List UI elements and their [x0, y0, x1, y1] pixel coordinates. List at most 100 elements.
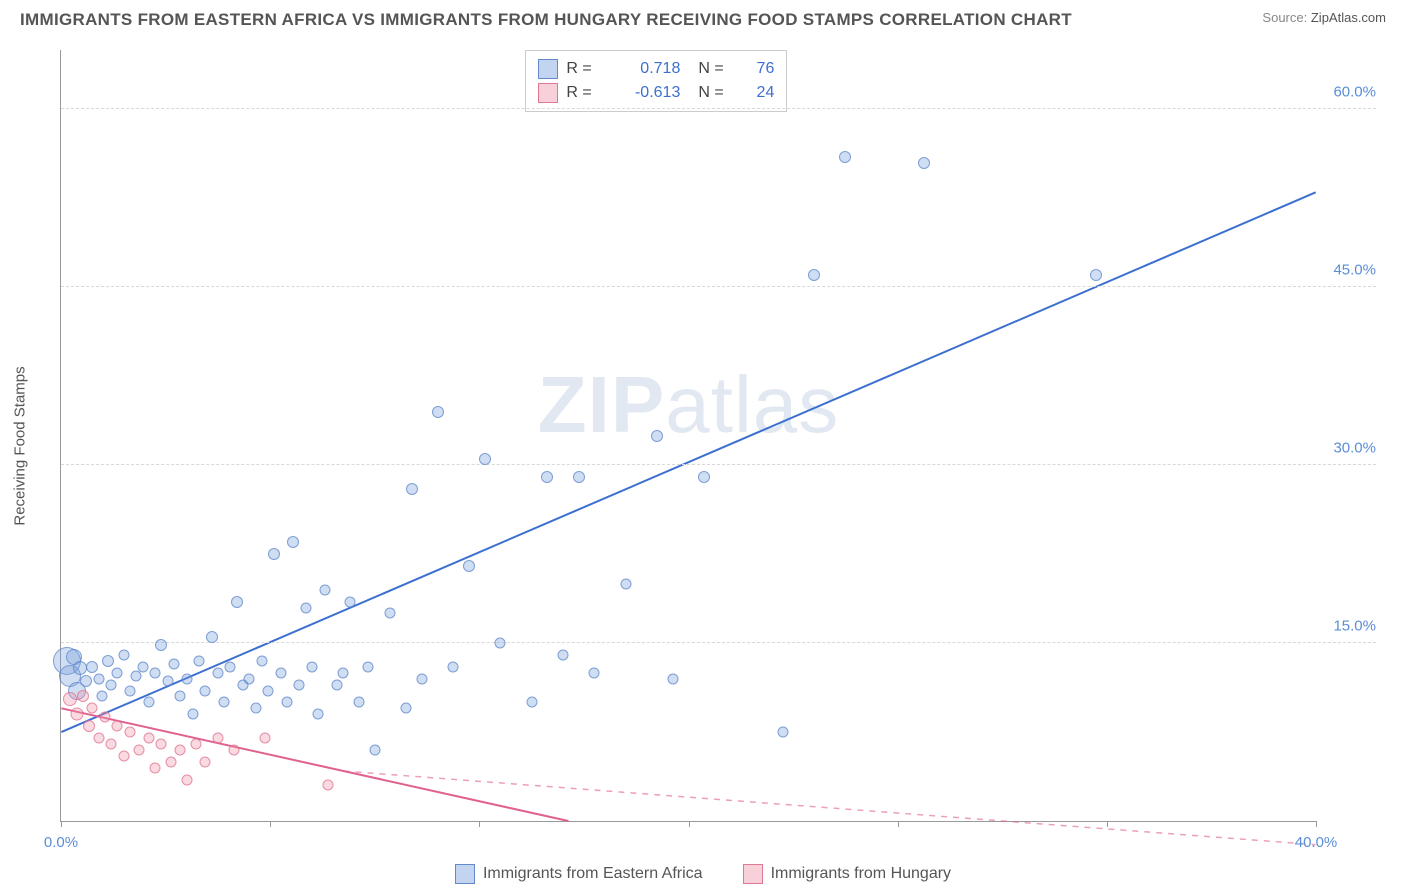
data-point	[573, 471, 585, 483]
data-point	[187, 709, 198, 720]
data-point	[256, 655, 267, 666]
data-point	[134, 744, 145, 755]
data-point	[190, 738, 201, 749]
data-point	[225, 661, 236, 672]
data-point	[698, 471, 710, 483]
data-point	[448, 661, 459, 672]
data-point	[300, 602, 311, 613]
n-value: 24	[742, 84, 774, 102]
data-point	[244, 673, 255, 684]
r-value: 0.718	[610, 60, 680, 78]
data-point	[118, 750, 129, 761]
data-point	[200, 756, 211, 767]
data-point	[106, 738, 117, 749]
series-legend: Immigrants from Eastern Africa Immigrant…	[0, 864, 1406, 884]
gridline	[61, 642, 1376, 643]
data-point	[125, 727, 136, 738]
legend-item-hungary: Immigrants from Hungary	[743, 864, 952, 884]
data-point	[83, 720, 95, 732]
data-point	[181, 673, 192, 684]
legend-label: Immigrants from Hungary	[771, 865, 952, 883]
y-axis-label: Receiving Food Stamps	[12, 366, 29, 525]
source-link[interactable]: ZipAtlas.com	[1311, 10, 1386, 25]
data-point	[1090, 269, 1102, 281]
xtick	[61, 821, 62, 827]
data-point	[526, 697, 537, 708]
data-point	[150, 762, 161, 773]
xtick-label: 0.0%	[44, 834, 78, 851]
data-point	[268, 548, 280, 560]
data-point	[275, 667, 286, 678]
data-point	[294, 679, 305, 690]
data-point	[212, 732, 223, 743]
data-point	[143, 732, 154, 743]
legend-label: Immigrants from Eastern Africa	[483, 865, 703, 883]
data-point	[263, 685, 274, 696]
data-point	[70, 708, 83, 721]
data-point	[385, 608, 396, 619]
data-point	[80, 675, 92, 687]
swatch-icon	[538, 83, 558, 103]
data-point	[495, 638, 506, 649]
data-point	[175, 691, 186, 702]
correlation-legend: R = 0.718 N = 76 R = -0.613 N = 24	[525, 50, 787, 112]
data-point	[307, 661, 318, 672]
data-point	[165, 756, 176, 767]
ytick-label: 60.0%	[1333, 84, 1376, 101]
data-point	[259, 732, 270, 743]
data-point	[194, 655, 205, 666]
data-point	[137, 661, 148, 672]
data-point	[432, 406, 444, 418]
data-point	[112, 721, 123, 732]
xtick	[1107, 821, 1108, 827]
data-point	[99, 711, 110, 722]
scatter-plot: ZIPatlas R = 0.718 N = 76 R = -0.613 N =…	[60, 50, 1316, 822]
data-point	[231, 596, 243, 608]
data-point	[250, 703, 261, 714]
data-point	[102, 655, 114, 667]
data-point	[808, 269, 820, 281]
data-point	[112, 667, 123, 678]
r-value: -0.613	[610, 84, 680, 102]
data-point	[620, 578, 631, 589]
data-point	[463, 560, 475, 572]
xtick	[270, 821, 271, 827]
data-point	[125, 685, 136, 696]
data-point	[219, 697, 230, 708]
data-point	[406, 483, 418, 495]
data-point	[106, 679, 117, 690]
ytick-label: 15.0%	[1333, 618, 1376, 635]
data-point	[354, 697, 365, 708]
ytick-label: 45.0%	[1333, 262, 1376, 279]
data-point	[212, 667, 223, 678]
data-point	[181, 774, 192, 785]
data-point	[281, 697, 292, 708]
data-point	[93, 673, 104, 684]
xtick	[689, 821, 690, 827]
data-point	[168, 659, 179, 670]
data-point	[96, 691, 107, 702]
data-point	[332, 679, 343, 690]
r-label: R =	[566, 60, 602, 78]
data-point	[162, 676, 173, 687]
data-point	[73, 661, 87, 675]
chart-title: IMMIGRANTS FROM EASTERN AFRICA VS IMMIGR…	[20, 10, 1072, 30]
gridline	[61, 108, 1376, 109]
data-point	[558, 649, 569, 660]
data-point	[87, 703, 98, 714]
data-point	[313, 709, 324, 720]
data-point	[338, 667, 349, 678]
gridline	[61, 464, 1376, 465]
data-point	[319, 584, 330, 595]
data-point	[287, 536, 299, 548]
data-point	[918, 157, 930, 169]
data-point	[131, 671, 142, 682]
xtick-label: 40.0%	[1295, 834, 1338, 851]
ytick-label: 30.0%	[1333, 440, 1376, 457]
data-point	[77, 690, 89, 702]
data-point	[401, 703, 412, 714]
data-point	[206, 631, 218, 643]
data-point	[541, 471, 553, 483]
xtick	[479, 821, 480, 827]
swatch-icon	[538, 59, 558, 79]
